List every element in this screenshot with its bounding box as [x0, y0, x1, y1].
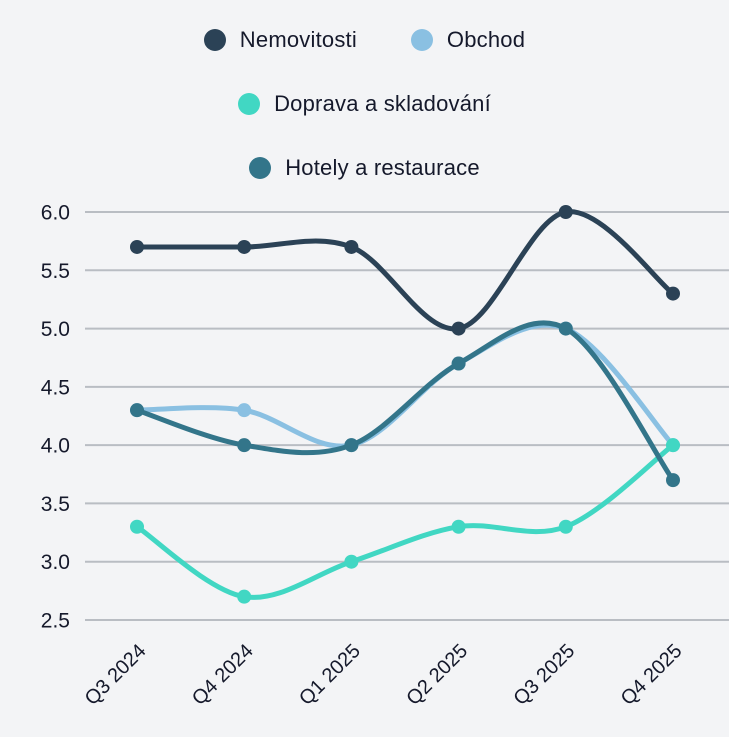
x-axis-tick-label: Q2 2025: [402, 640, 472, 710]
data-point-obchod[interactable]: [237, 403, 252, 418]
legend-label-obchod: Obchod: [446, 27, 526, 52]
legend-row-3: Hotely a restaurace: [249, 155, 480, 181]
data-point-hotely-a-restaurace[interactable]: [451, 356, 466, 371]
y-axis-tick-label: 5.0: [41, 318, 70, 341]
data-point-hotely-a-restaurace[interactable]: [666, 473, 680, 488]
data-point-hotely-a-restaurace[interactable]: [237, 438, 252, 453]
legend-item-hotely-a-restaurace[interactable]: Hotely a restaurace: [249, 155, 480, 181]
data-point-doprava-a-skladovani[interactable]: [666, 438, 680, 453]
data-point-hotely-a-restaurace[interactable]: [344, 438, 359, 453]
legend-label-hotely: Hotely a restaurace: [285, 155, 480, 180]
legend-item-doprava-a-skladovani[interactable]: Doprava a skladování: [238, 91, 491, 117]
data-point-nemovitosti[interactable]: [344, 239, 359, 254]
series-line-obchod[interactable]: [134, 322, 676, 449]
y-axis-tick-label: 3.5: [41, 493, 70, 516]
data-point-nemovitosti[interactable]: [451, 321, 466, 336]
legend-label-nemovitosti: Nemovitosti: [239, 27, 357, 52]
data-point-nemovitosti[interactable]: [558, 205, 573, 219]
x-axis-tick-label: Q3 2025: [510, 640, 580, 710]
legend-dot-nemovitosti-icon: [203, 29, 226, 51]
legend-row-2: Doprava a skladování: [238, 91, 491, 117]
chart-legend: Nemovitosti Obchod Doprava a skladování …: [0, 27, 729, 181]
data-point-doprava-a-skladovani[interactable]: [558, 519, 573, 534]
x-axis-tick-label: Q4 2025: [617, 640, 687, 710]
legend-dot-hotely-icon: [249, 157, 272, 179]
data-point-doprava-a-skladovani[interactable]: [237, 589, 252, 604]
data-point-doprava-a-skladovani[interactable]: [130, 519, 144, 534]
y-axis-tick-label: 2.5: [41, 610, 70, 633]
legend-item-nemovitosti[interactable]: Nemovitosti: [203, 27, 357, 53]
x-axis-tick-label: Q4 2024: [188, 640, 258, 710]
legend-row-1: Nemovitosti Obchod: [203, 27, 526, 53]
y-axis-tick-label: 5.5: [41, 260, 70, 283]
series-line-doprava-a-skladovani[interactable]: [134, 442, 676, 600]
x-axis-tick-label: Q1 2025: [295, 640, 365, 710]
legend-dot-doprava-icon: [238, 93, 261, 115]
data-point-nemovitosti[interactable]: [666, 286, 680, 301]
legend-item-obchod[interactable]: Obchod: [410, 27, 526, 53]
data-point-nemovitosti[interactable]: [237, 239, 252, 254]
data-point-hotely-a-restaurace[interactable]: [130, 403, 144, 418]
legend-dot-obchod-icon: [410, 29, 433, 51]
y-axis-tick-label: 4.5: [41, 376, 70, 399]
x-axis-tick-label: Q3 2024: [81, 640, 151, 710]
data-point-doprava-a-skladovani[interactable]: [451, 519, 466, 534]
data-point-nemovitosti[interactable]: [130, 239, 144, 254]
y-axis-tick-label: 4.0: [41, 435, 70, 458]
legend-label-doprava: Doprava a skladování: [274, 91, 491, 116]
data-point-doprava-a-skladovani[interactable]: [344, 554, 359, 569]
y-axis-tick-label: 6.0: [41, 202, 70, 225]
data-point-hotely-a-restaurace[interactable]: [558, 321, 573, 336]
y-axis-tick-label: 3.0: [41, 551, 70, 574]
